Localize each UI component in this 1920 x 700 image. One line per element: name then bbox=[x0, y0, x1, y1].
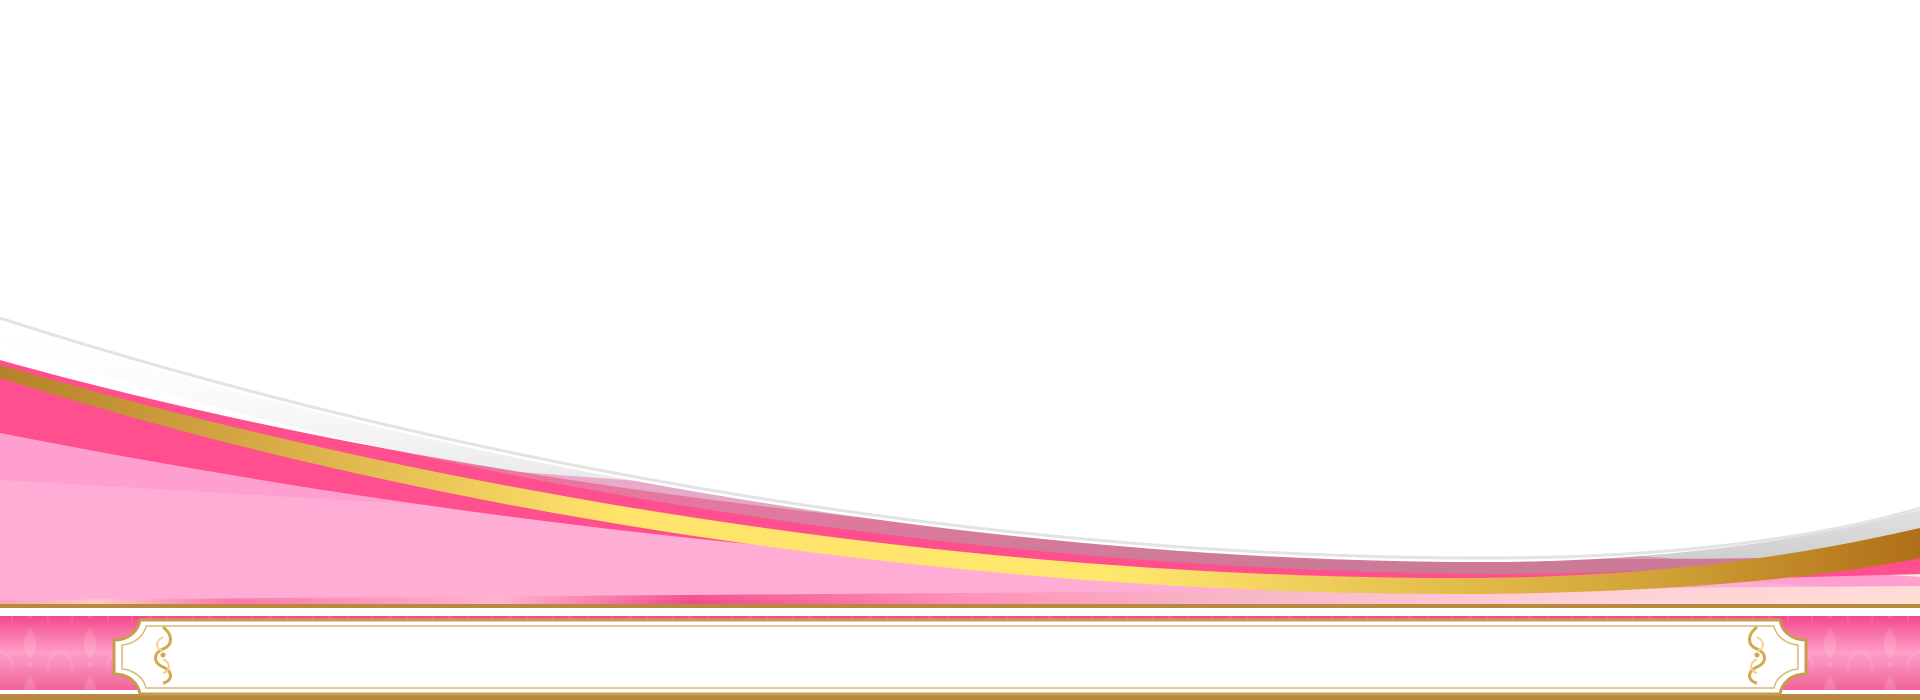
top-gold-rule bbox=[0, 604, 1920, 608]
filigree-scroll-icon bbox=[154, 625, 172, 685]
banner-title bbox=[190, 628, 1730, 684]
bottom-gold-rule bbox=[0, 694, 1920, 700]
filigree-scroll-icon bbox=[1748, 625, 1766, 685]
banner-plaque bbox=[112, 618, 1808, 696]
